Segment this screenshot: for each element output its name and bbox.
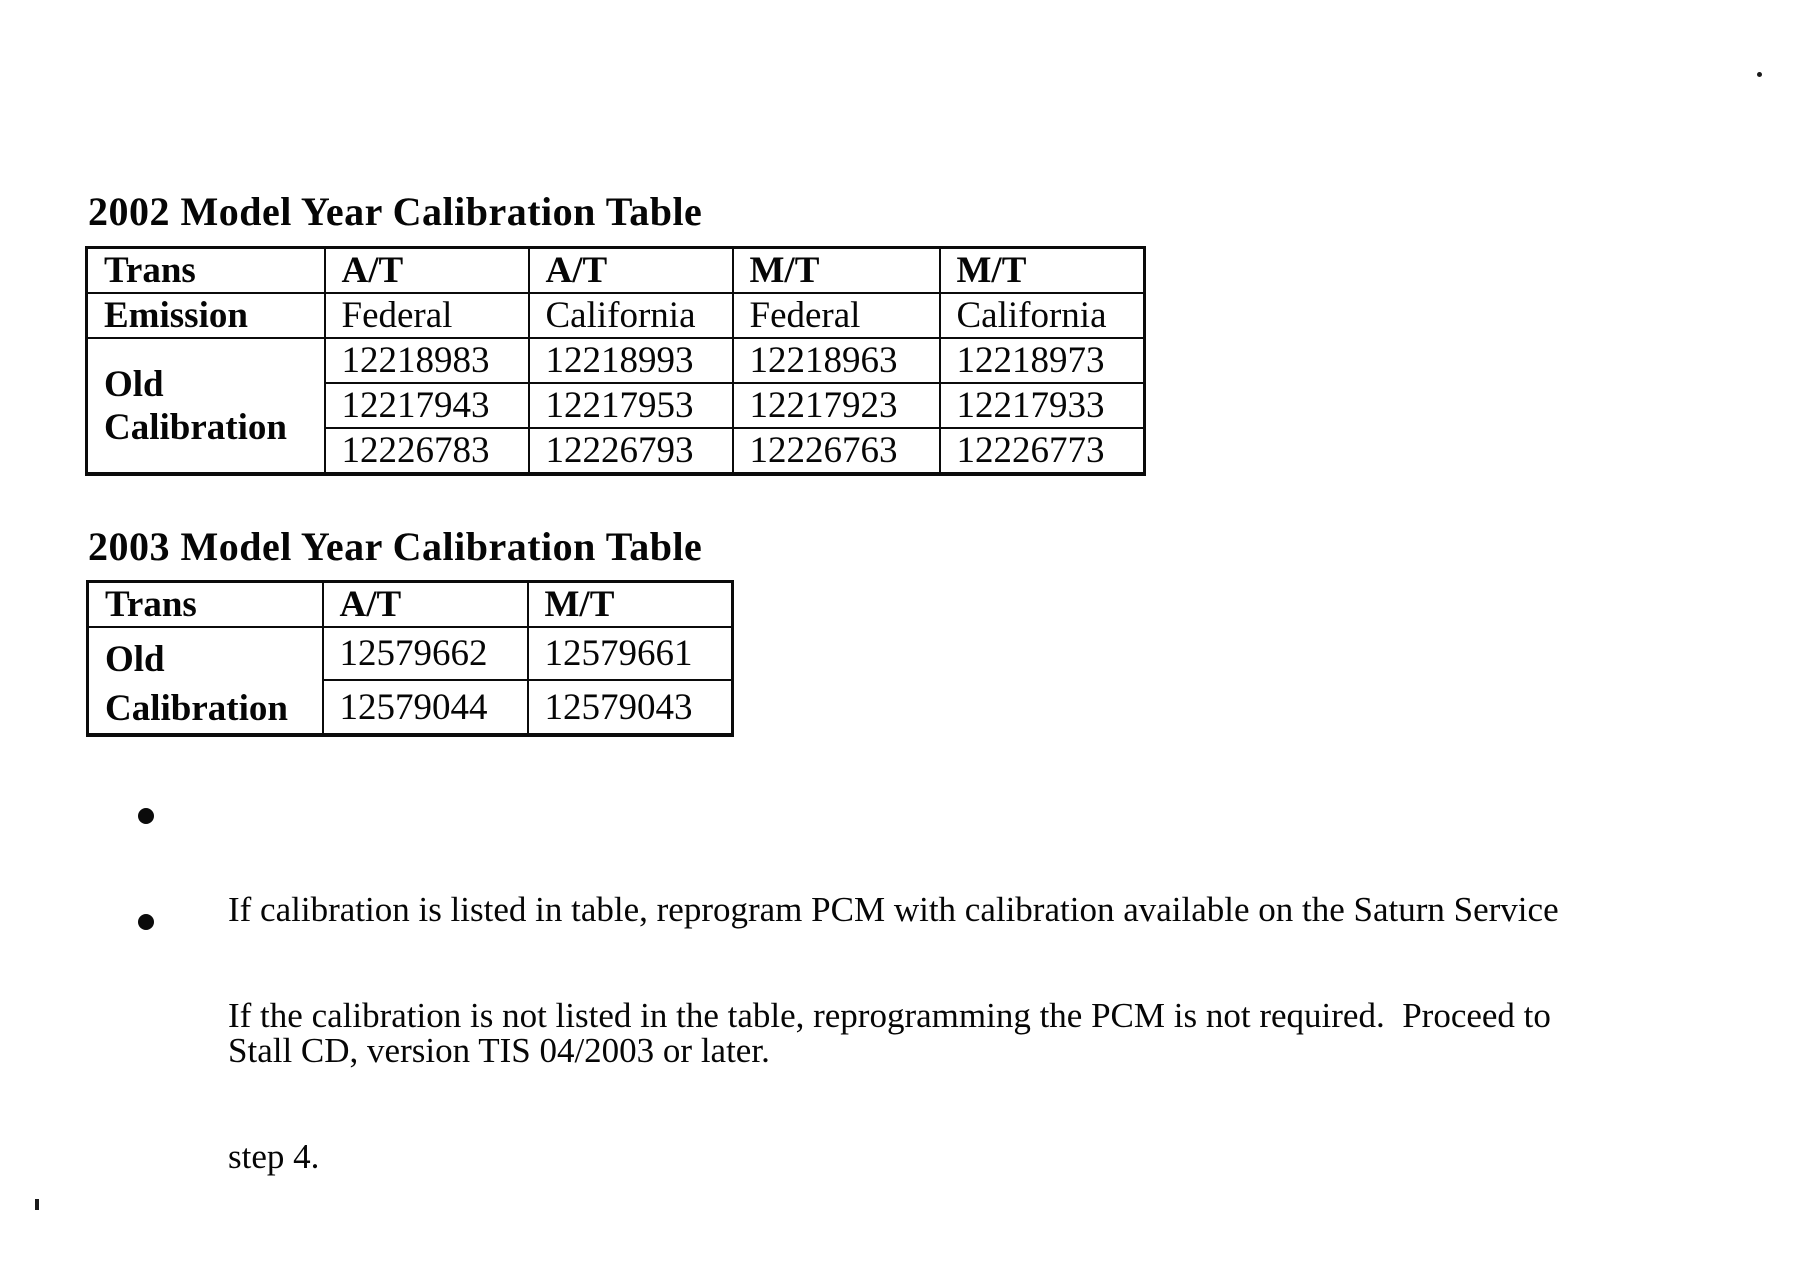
cell-cal-value: 12217923 bbox=[731, 382, 941, 429]
bullet-marker-icon bbox=[138, 808, 154, 824]
cell-cal-value: 12218963 bbox=[731, 337, 941, 384]
calibration-table-2002: Trans A/T A/T M/T M/T Emission Federal C… bbox=[85, 246, 1146, 476]
cell-cal-value: 12218993 bbox=[527, 337, 734, 384]
old-calibration-line2: Calibration bbox=[104, 406, 287, 448]
old-calibration-line1: Old bbox=[104, 363, 164, 405]
cell-cal-value: 12226793 bbox=[527, 427, 734, 475]
heading-2003-calibration-table: 2003 Model Year Calibration Table bbox=[88, 524, 703, 569]
table-row: Old Calibration 12579662 12579661 bbox=[86, 625, 734, 736]
bullet-marker-icon bbox=[138, 914, 154, 930]
old-calibration-line2: Calibration bbox=[105, 688, 288, 729]
bullet-line: If the calibration is not listed in the … bbox=[228, 996, 1551, 1035]
bullet-line: Stall CD, version TIS 04/2003 or later. bbox=[228, 1031, 770, 1070]
bullet-text: If calibration is listed in table, repro… bbox=[228, 792, 1788, 1168]
cell-trans-at-california: A/T bbox=[527, 246, 734, 294]
cell-cal-value: 12217943 bbox=[323, 382, 530, 429]
old-calibration-line1: Old bbox=[105, 639, 165, 680]
calibration-table-2003: Trans A/T M/T Old Calibration 12579662 1… bbox=[86, 580, 734, 737]
cell-emission-label: Emission bbox=[85, 292, 326, 339]
cell-trans-at-federal: A/T bbox=[323, 246, 530, 294]
cell-old-calibration-label: Old Calibration bbox=[86, 626, 324, 736]
cell-emission-3: Federal bbox=[731, 292, 941, 339]
cell-emission-4: California bbox=[938, 292, 1146, 339]
table-row: Emission Federal California Federal Cali… bbox=[85, 292, 1146, 339]
cell-emission-1: Federal bbox=[323, 292, 530, 339]
cell-trans-label: Trans bbox=[85, 246, 326, 294]
cell-cal-value: 12226763 bbox=[731, 427, 941, 475]
scan-speck bbox=[1757, 72, 1762, 77]
cell-trans-mt-california: M/T bbox=[938, 246, 1146, 294]
cell-cal-value: 12579043 bbox=[526, 679, 734, 736]
table-row: 12217943 12217953 12217923 12217933 bbox=[87, 382, 1146, 429]
bullet-line: If calibration is listed in table, repro… bbox=[228, 890, 1559, 929]
cell-trans-mt-federal: M/T bbox=[731, 246, 941, 294]
heading-2002-calibration-table: 2002 Model Year Calibration Table bbox=[88, 189, 703, 234]
cell-cal-value: 12226783 bbox=[323, 427, 530, 475]
cell-trans-mt: M/T bbox=[526, 580, 734, 628]
scan-speck bbox=[35, 1199, 39, 1210]
table-row: Trans A/T A/T M/T M/T bbox=[85, 246, 1146, 294]
cell-cal-value: 12579661 bbox=[526, 625, 734, 682]
bullet-line: step 4. bbox=[228, 1137, 320, 1176]
cell-cal-value: 12579662 bbox=[321, 625, 529, 682]
table-row: 12579044 12579043 bbox=[88, 679, 734, 736]
cell-cal-value: 12226773 bbox=[938, 427, 1146, 475]
table-row: Trans A/T M/T bbox=[86, 580, 734, 628]
bullet-text: If the calibration is not listed in the … bbox=[228, 898, 1788, 1274]
cell-cal-value: 12218983 bbox=[323, 337, 530, 384]
table-row: 12226783 12226793 12226763 12226773 bbox=[87, 427, 1146, 475]
cell-cal-value: 12579044 bbox=[321, 679, 529, 736]
cell-cal-value: 12217953 bbox=[527, 382, 734, 429]
cell-trans-at: A/T bbox=[321, 580, 529, 628]
cell-old-calibration-label: Old Calibration bbox=[85, 337, 326, 475]
cell-cal-value: 12217933 bbox=[938, 382, 1146, 429]
cell-emission-2: California bbox=[527, 292, 734, 339]
table-row: Old Calibration 12218983 12218993 122189… bbox=[85, 337, 1146, 475]
cell-cal-value: 12218973 bbox=[938, 337, 1146, 384]
cell-trans-label: Trans bbox=[86, 580, 324, 628]
